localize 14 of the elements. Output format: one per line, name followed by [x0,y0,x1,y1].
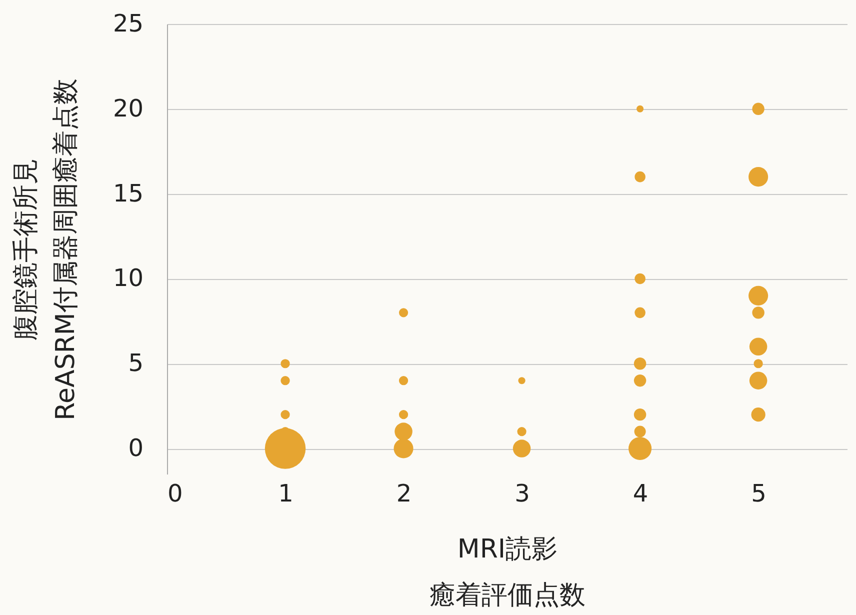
x-axis-title: MRI読影癒着評価点数 [430,534,586,610]
x-tick-label: 0 [168,480,183,508]
y-tick-label: 5 [128,349,144,378]
y-tick-label: 15 [112,179,144,208]
y-tick-label: 25 [112,10,144,38]
x-tick-label: 1 [278,480,294,508]
x-tick-label: 2 [396,480,412,508]
y-tick-label: 0 [128,434,144,462]
x-tick-label: 5 [751,480,766,508]
y-axis-title: 腹腔鏡手術所見 ReASRM付属器周囲癒着点数 [10,78,81,420]
x-tick-label: 3 [514,480,530,508]
y-tick-label: 10 [112,264,144,292]
y-tick-label: 20 [112,94,144,122]
x-tick-label: 4 [632,480,648,508]
